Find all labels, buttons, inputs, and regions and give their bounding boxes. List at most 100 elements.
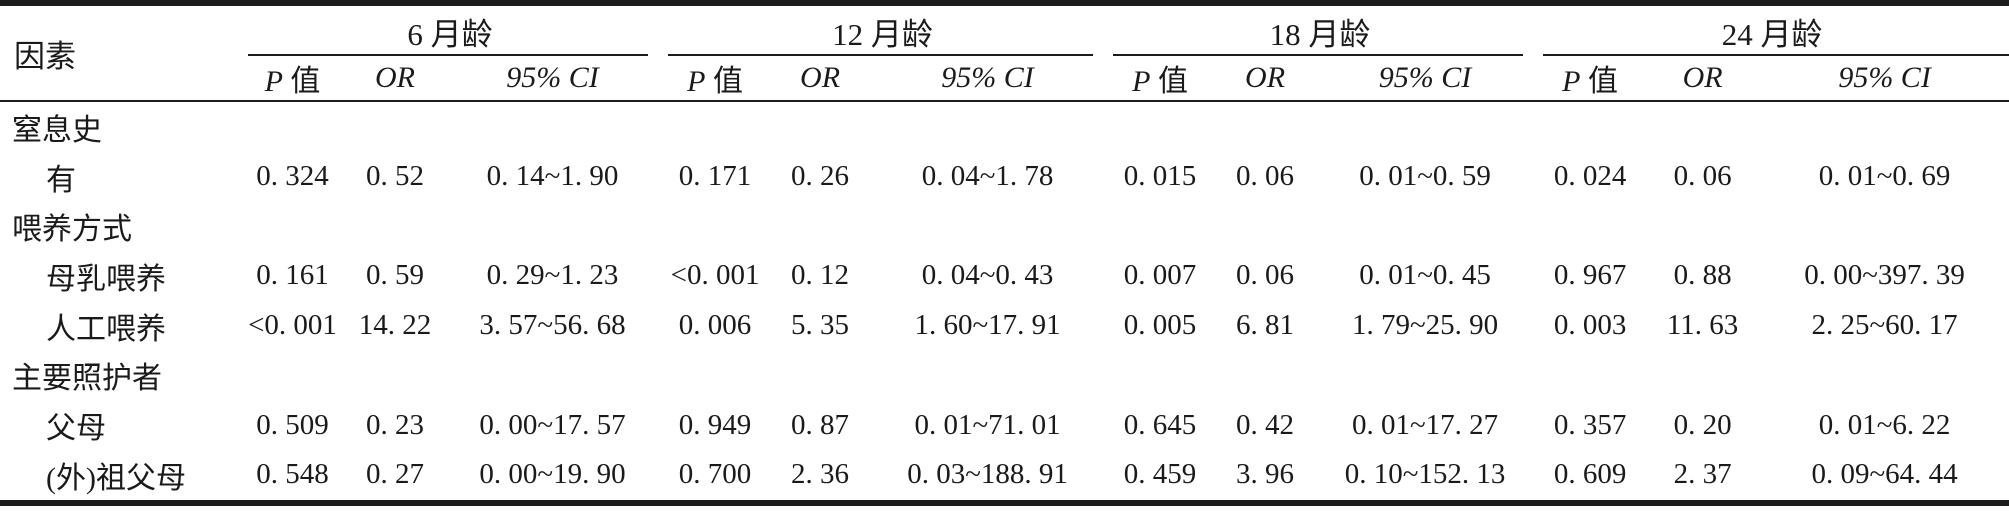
cell-p-6m: 0. 324 — [256, 160, 329, 193]
cell-or-12m: 0. 87 — [791, 408, 850, 441]
cell-p-18m: 0. 015 — [1123, 160, 1197, 193]
cell-p-6m: 0. 548 — [256, 458, 329, 491]
cell-ci-18m: 1. 79~25. 90 — [1351, 309, 1499, 342]
cell-p-24m: 0. 024 — [1553, 160, 1627, 193]
cell-or-6m: 0. 52 — [366, 160, 424, 193]
empty-cells — [240, 351, 2009, 401]
cell-ci-12m: 1. 60~17. 91 — [914, 309, 1061, 342]
cell-or-6m: 14. 22 — [358, 309, 432, 342]
row-label: 人工喂养 — [46, 312, 166, 346]
cell-p-12m: 0. 006 — [678, 309, 752, 342]
group-underline — [248, 54, 649, 56]
cell-or-12m: 0. 26 — [791, 160, 850, 193]
row-label: 母乳喂养 — [46, 262, 166, 296]
cell-p-6m: <0. 001 — [248, 309, 337, 342]
cell-p-12m: <0. 001 — [670, 259, 760, 292]
cell-or-24m: 0. 88 — [1673, 259, 1732, 292]
cell-or-18m: 0. 06 — [1236, 160, 1295, 193]
table-row-section-primary-caregiver: 主要照护者 — [0, 351, 2009, 401]
table-row-yes: 有 0. 324 0. 52 0. 14~1. 90 0. 171 0. 26 … — [0, 152, 2009, 202]
row-label: 父母 — [46, 412, 106, 445]
or-header-18m: OR — [1215, 56, 1316, 102]
group-label-18-months: 18 月龄 — [1269, 16, 1371, 52]
group-header-24-months: 24 月龄 — [1535, 3, 2009, 56]
factor-column-header: 因素 — [0, 3, 240, 102]
row-label: 有 — [46, 163, 76, 197]
p-value-header-24m: P 值 — [1535, 56, 1646, 102]
ci-header-6m: 95% CI — [445, 56, 661, 102]
table-row-section-feeding-method: 喂养方式 — [0, 201, 2009, 251]
cell-p-12m: 0. 171 — [678, 160, 752, 193]
or-header-6m: OR — [345, 56, 445, 102]
cell-or-12m: 0. 12 — [791, 259, 850, 292]
row-label: 喂养方式 — [12, 213, 132, 247]
cell-p-24m: 0. 357 — [1553, 408, 1627, 441]
empty-cells — [240, 201, 2009, 251]
cell-p-18m: 0. 005 — [1123, 309, 1197, 342]
cell-p-24m: 0. 609 — [1553, 458, 1627, 491]
cell-ci-12m: 0. 03~188. 91 — [907, 458, 1068, 491]
cell-ci-18m: 0. 01~17. 27 — [1351, 408, 1499, 441]
table-row-parents: 父母 0. 509 0. 23 0. 00~17. 57 0. 949 0. 8… — [0, 400, 2009, 450]
row-label: 窒息史 — [12, 113, 102, 147]
subheader-row: P 值 OR 95% CI P 值 OR 95% CI P 值 OR 95% C… — [0, 56, 2009, 102]
cell-or-6m: 0. 59 — [366, 259, 424, 292]
group-label-6-months: 6 月龄 — [407, 16, 493, 52]
group-underline — [668, 54, 1094, 56]
cell-or-18m: 0. 42 — [1236, 408, 1295, 441]
cell-or-24m: 11. 63 — [1666, 309, 1739, 342]
group-label-12-months: 12 月龄 — [832, 16, 933, 52]
cell-or-6m: 0. 23 — [366, 408, 424, 441]
table-row-section-asphyxia-history: 窒息史 — [0, 101, 2009, 152]
group-header-18-months: 18 月龄 — [1105, 3, 1535, 56]
cell-p-18m: 0. 007 — [1123, 259, 1197, 292]
cell-ci-18m: 0. 01~0. 45 — [1359, 259, 1491, 292]
cell-p-12m: 0. 949 — [678, 408, 752, 441]
cell-ci-6m: 0. 14~1. 90 — [486, 160, 619, 193]
ci-header-24m: 95% CI — [1760, 56, 2009, 102]
cell-p-18m: 0. 459 — [1123, 458, 1197, 491]
group-header-12-months: 12 月龄 — [660, 3, 1105, 56]
cell-ci-24m: 2. 25~60. 17 — [1811, 309, 1958, 342]
empty-cells — [240, 101, 2009, 152]
cell-ci-6m: 0. 00~17. 57 — [479, 408, 626, 441]
cell-ci-12m: 0. 04~0. 43 — [921, 259, 1054, 292]
cell-ci-6m: 3. 57~56. 68 — [479, 309, 626, 342]
group-underline — [1113, 54, 1524, 56]
cell-ci-24m: 0. 00~397. 39 — [1804, 259, 1965, 292]
or-header-24m: OR — [1645, 56, 1761, 102]
p-value-header-12m: P 值 — [660, 56, 771, 102]
group-header-row: 因素 6 月龄 12 月龄 18 月龄 24 月龄 — [0, 3, 2009, 102]
cell-or-18m: 0. 06 — [1236, 259, 1295, 292]
cell-p-6m: 0. 161 — [256, 259, 329, 292]
cell-or-24m: 2. 37 — [1673, 458, 1732, 491]
group-underline — [1543, 54, 2009, 56]
cell-ci-18m: 0. 10~152. 13 — [1344, 458, 1506, 491]
cell-ci-18m: 0. 01~0. 59 — [1359, 160, 1491, 193]
cell-or-6m: 0. 27 — [366, 458, 424, 491]
cell-ci-6m: 0. 00~19. 90 — [479, 458, 626, 491]
cell-or-12m: 5. 35 — [791, 309, 850, 342]
cell-ci-12m: 0. 01~71. 01 — [914, 408, 1061, 441]
table-row-artificial-feeding: 人工喂养 <0. 001 14. 22 3. 57~56. 68 0. 006 … — [0, 301, 2009, 351]
cell-or-24m: 0. 20 — [1673, 408, 1732, 441]
or-header-12m: OR — [770, 56, 871, 102]
cell-ci-24m: 0. 09~64. 44 — [1811, 458, 1958, 491]
cell-p-18m: 0. 645 — [1123, 408, 1197, 441]
cell-ci-12m: 0. 04~1. 78 — [921, 160, 1054, 193]
cell-or-18m: 3. 96 — [1236, 458, 1295, 491]
table-row-breastfeeding: 母乳喂养 0. 161 0. 59 0. 29~1. 23 <0. 001 0.… — [0, 251, 2009, 301]
group-header-6-months: 6 月龄 — [240, 3, 660, 56]
p-value-header-18m: P 值 — [1105, 56, 1216, 102]
table-row-grandparents: (外)祖父母 0. 548 0. 27 0. 00~19. 90 0. 700 … — [0, 450, 2009, 503]
cell-or-12m: 2. 36 — [791, 458, 850, 491]
cell-ci-6m: 0. 29~1. 23 — [486, 259, 619, 292]
cell-or-18m: 6. 81 — [1236, 309, 1295, 342]
cell-or-24m: 0. 06 — [1673, 160, 1732, 193]
cell-p-24m: 0. 003 — [1553, 309, 1627, 342]
ci-header-12m: 95% CI — [870, 56, 1106, 102]
p-value-header-6m: P 值 — [240, 56, 345, 102]
group-label-24-months: 24 月龄 — [1721, 16, 1823, 52]
